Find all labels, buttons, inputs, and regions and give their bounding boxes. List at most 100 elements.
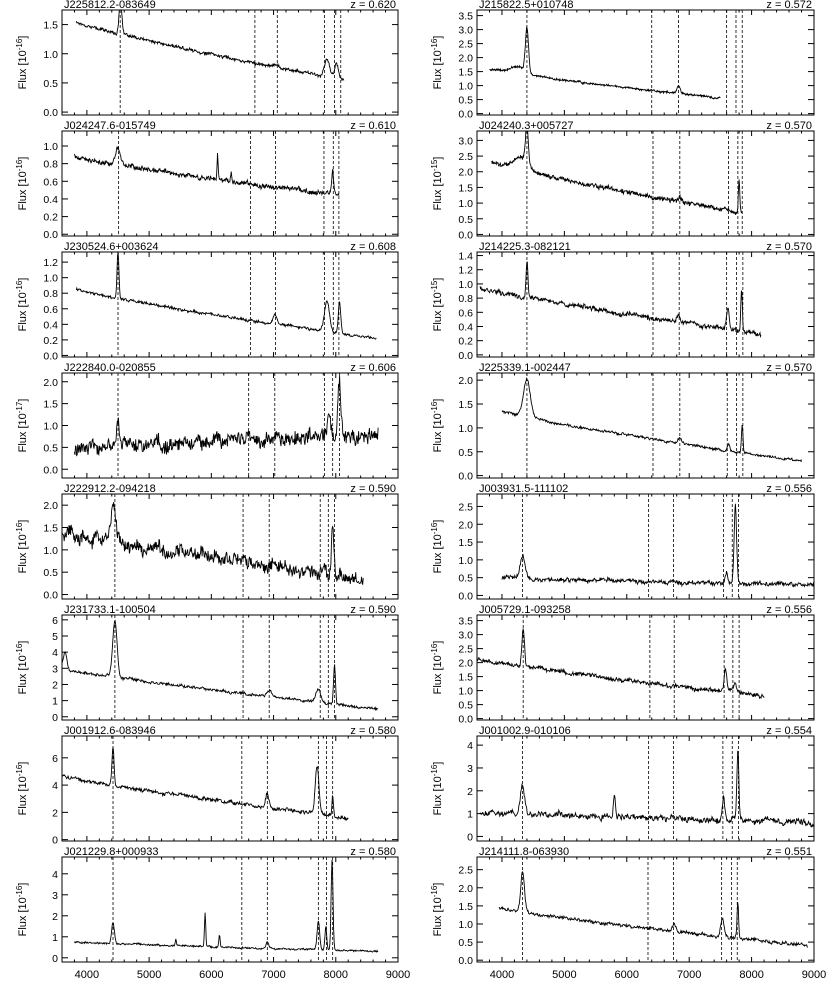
x-tick-label: 5000 xyxy=(552,969,576,981)
spectrum-panel-3: J024247.6-015749 z = 0.610 0.0 0.2 0.4 0.6 0.8… xyxy=(15,120,399,241)
y-tick-label: 0.2 xyxy=(43,212,58,224)
panel-frame xyxy=(61,493,399,600)
y-axis-label: Flux [10-16] xyxy=(15,36,30,90)
spectrum-panel-4: J024240.3+005727 z = 0.570 0.0 0.5 1.0 1.5 2.0… xyxy=(430,120,815,241)
spectrum-line xyxy=(491,131,743,215)
y-tick-label: 4 xyxy=(52,647,58,659)
y-tick-label: 0.5 xyxy=(458,95,473,107)
x-tick-label: 4000 xyxy=(490,969,514,981)
panel-redshift: z = 0.556 xyxy=(766,604,812,616)
y-tick-label: 1.0 xyxy=(458,423,473,435)
x-tick-label: 8000 xyxy=(739,969,763,981)
y-tick-label: 2.5 xyxy=(458,644,473,656)
spectrum-panel-15: J021229.8+000933 z = 0.580 0 1 2 3 4 Flux [10-1… xyxy=(15,846,411,981)
y-tick-label: 0.5 xyxy=(43,567,58,579)
panel-title: J021229.8+000933 xyxy=(64,846,159,858)
y-tick-label: 3 xyxy=(52,663,58,675)
y-tick-label: 0 xyxy=(52,835,58,847)
panel-frame xyxy=(61,9,399,116)
panel-redshift: z = 0.570 xyxy=(766,120,812,132)
panel-title: J215822.5+010748 xyxy=(479,0,574,11)
panel-title: J214111.8-063930 xyxy=(479,846,569,858)
y-tick-label: 0.0 xyxy=(458,229,473,241)
y-axis-label: Flux [10-16] xyxy=(15,762,30,816)
y-axis-label: Flux [10-16] xyxy=(430,762,445,816)
panel-title: J225812.2-083649 xyxy=(64,0,156,11)
spectrum-panel-2: J215822.5+010748 z = 0.572 0.0 0.5 1.0 1.5 2.0… xyxy=(430,0,815,121)
panel-title: J231733.1-100504 xyxy=(64,604,156,616)
panel-redshift: z = 0.580 xyxy=(350,725,396,737)
y-tick-label: 2.0 xyxy=(43,500,58,512)
y-tick-label: 2.0 xyxy=(458,53,473,65)
panel-title: J222912.2-094218 xyxy=(64,483,156,495)
panel-redshift: z = 0.590 xyxy=(350,483,396,495)
panel-redshift: z = 0.590 xyxy=(350,604,396,616)
spectrum-line xyxy=(498,870,808,948)
panel-redshift: z = 0.556 xyxy=(766,483,812,495)
x-tick-label: 9000 xyxy=(802,969,826,981)
y-tick-label: 3 xyxy=(467,763,473,775)
spectrum-line xyxy=(62,502,364,586)
y-tick-label: 0.0 xyxy=(43,590,58,602)
y-tick-label: 0.8 xyxy=(43,288,58,300)
x-tick-label: 8000 xyxy=(324,969,348,981)
x-tick-label: 5000 xyxy=(137,969,161,981)
y-tick-label: 0.5 xyxy=(43,78,58,90)
y-tick-label: 0.5 xyxy=(458,447,473,459)
y-tick-label: 1.5 xyxy=(43,20,58,32)
spectrum-panel-1: J225812.2-083649 z = 0.620 0.0 0.5 1.0 1.5 Flu… xyxy=(15,0,399,119)
spectrum-panel-14: J001002.9-010106 z = 0.554 0 1 2 3 4 Flux [10-1… xyxy=(430,725,815,843)
y-axis-label: Flux [10-16] xyxy=(430,520,445,574)
spectrum-line xyxy=(501,503,814,588)
y-tick-label: 0.0 xyxy=(458,350,473,362)
panel-frame xyxy=(61,856,399,963)
y-tick-label: 1.5 xyxy=(458,901,473,913)
panel-title: J222840.0-020855 xyxy=(64,362,156,374)
spectrum-panel-16: J214111.8-063930 z = 0.551 0.0 0.5 1.0 1.5 2.0… xyxy=(430,846,827,981)
y-tick-label: 2 xyxy=(52,807,58,819)
y-tick-label: 3.0 xyxy=(458,25,473,37)
y-axis-label: Flux [10-16] xyxy=(430,641,445,695)
spectrum-line xyxy=(479,261,762,339)
y-axis-label: Flux [10-16] xyxy=(430,399,445,453)
spectrum-line xyxy=(489,26,721,100)
y-axis-label: Flux [10-16] xyxy=(15,641,30,695)
y-tick-label: 0.0 xyxy=(458,109,473,121)
spectrum-panel-8: J225339.1-002447 z = 0.570 0.0 0.5 1.0 1.5 2.0… xyxy=(430,362,815,483)
y-tick-label: 0.0 xyxy=(43,229,58,241)
spectrum-panel-12: J005729.1-093258 z = 0.556 0.0 0.5 1.0 1.5 2.0… xyxy=(430,604,815,726)
y-tick-label: 1.5 xyxy=(458,537,473,549)
y-axis-label: Flux [10-16] xyxy=(15,883,30,937)
y-axis-label: Flux [10-17] xyxy=(15,399,30,453)
y-tick-label: 2.0 xyxy=(458,167,473,179)
panel-frame xyxy=(476,372,815,479)
y-tick-label: 3 xyxy=(52,890,58,902)
y-tick-label: 0.8 xyxy=(458,293,473,305)
spectrum-line xyxy=(62,747,349,822)
y-tick-label: 0.5 xyxy=(43,442,58,454)
panel-redshift: z = 0.620 xyxy=(350,0,396,11)
spectrum-line xyxy=(62,619,379,712)
y-tick-label: 1.0 xyxy=(458,279,473,291)
y-tick-label: 2 xyxy=(52,911,58,923)
y-axis-label: Flux [10-15] xyxy=(430,157,445,211)
y-tick-label: 0.6 xyxy=(43,304,58,316)
y-tick-label: 2.5 xyxy=(458,865,473,877)
y-tick-label: 1.0 xyxy=(43,421,58,433)
y-tick-label: 1.5 xyxy=(458,182,473,194)
y-axis-label: Flux [10-16] xyxy=(430,36,445,90)
panel-title: J024247.6-015749 xyxy=(64,120,156,132)
y-tick-label: 3.0 xyxy=(458,630,473,642)
y-tick-label: 5 xyxy=(52,631,58,643)
y-tick-label: 0.0 xyxy=(458,714,473,726)
y-tick-label: 1.2 xyxy=(458,265,473,277)
y-tick-label: 3.0 xyxy=(458,135,473,147)
y-tick-label: 2.5 xyxy=(458,39,473,51)
y-tick-label: 1.0 xyxy=(43,141,58,153)
panel-frame xyxy=(476,9,815,116)
y-tick-label: 1.5 xyxy=(458,672,473,684)
spectrum-panel-5: J230524.6+003624 z = 0.608 0.0 0.2 0.4 0.6 0.8… xyxy=(15,241,399,362)
panel-frame xyxy=(61,251,399,358)
panel-redshift: z = 0.610 xyxy=(350,120,396,132)
panel-frame xyxy=(61,130,399,237)
